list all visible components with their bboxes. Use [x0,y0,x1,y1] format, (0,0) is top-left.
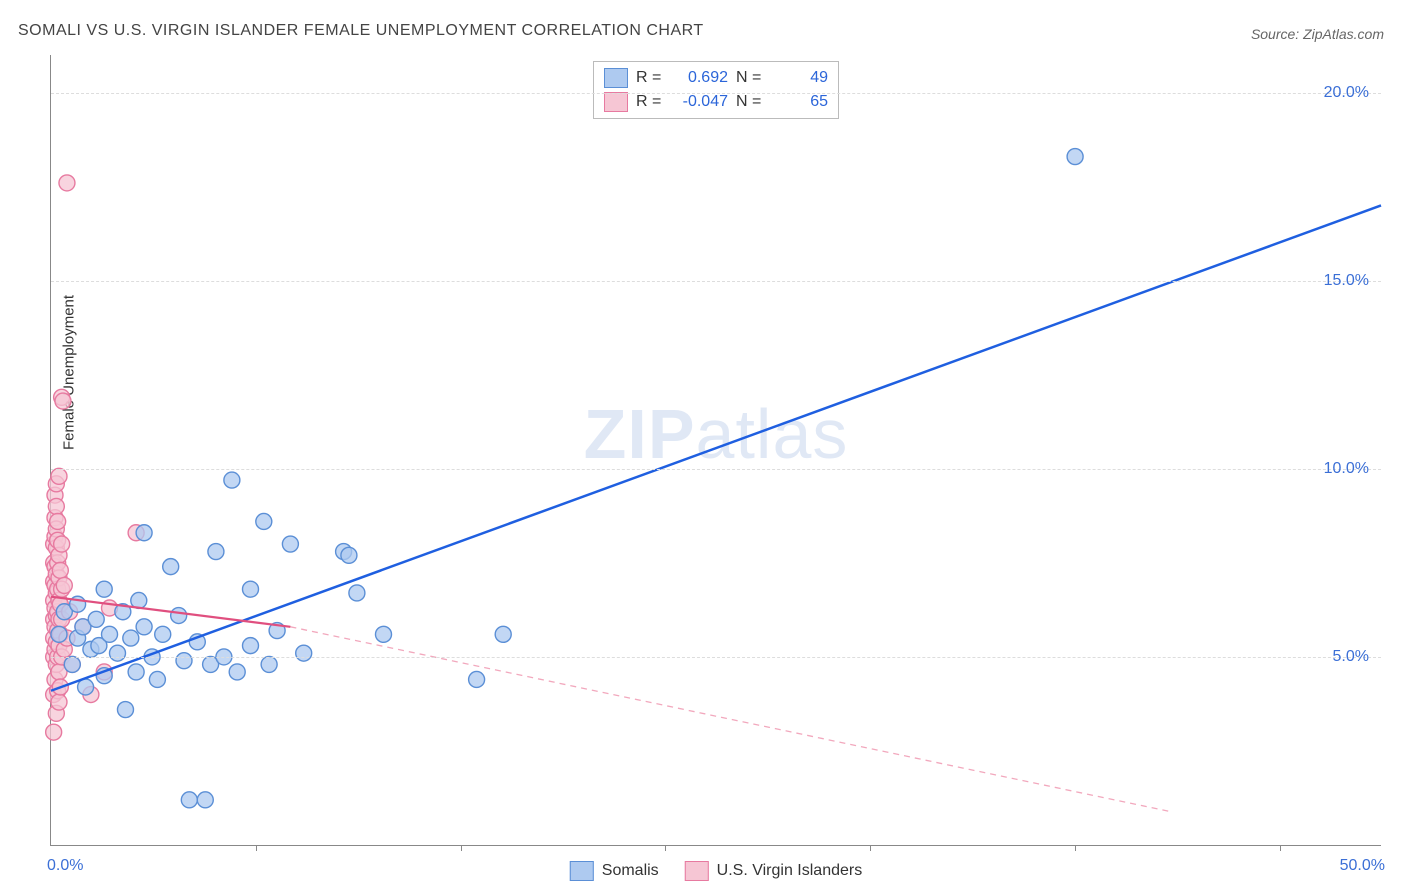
data-point [282,536,298,552]
data-point [51,694,67,710]
data-point [349,585,365,601]
data-point [376,626,392,642]
data-point [123,630,139,646]
data-point [51,468,67,484]
swatch-usvi-bottom [685,861,709,881]
data-point [136,619,152,635]
data-point [1067,149,1083,165]
data-point [261,656,277,672]
data-point [54,536,70,552]
source-attribution: Source: ZipAtlas.com [1251,26,1384,42]
data-point [56,577,72,593]
data-point [243,581,259,597]
data-point [59,175,75,191]
data-point [171,608,187,624]
ytick-label: 10.0% [1324,460,1369,478]
data-point [256,513,272,529]
data-point [181,792,197,808]
data-point [50,513,66,529]
ytick-label: 15.0% [1324,272,1369,290]
data-point [46,724,62,740]
data-point [96,581,112,597]
data-point [52,562,68,578]
data-point [64,656,80,672]
data-point [48,498,64,514]
series-legend: Somalis U.S. Virgin Islanders [570,861,862,881]
legend-item-somalis: Somalis [570,861,659,881]
data-point [149,671,165,687]
data-point [176,653,192,669]
chart-title: SOMALI VS U.S. VIRGIN ISLANDER FEMALE UN… [18,22,704,40]
data-point [102,626,118,642]
data-point [229,664,245,680]
legend-label-somalis: Somalis [602,862,659,880]
data-point [128,664,144,680]
data-point [51,626,67,642]
ytick-label: 5.0% [1333,648,1369,666]
data-point [117,702,133,718]
data-point [55,393,71,409]
data-point [163,559,179,575]
data-point [208,544,224,560]
legend-label-usvi: U.S. Virgin Islanders [717,862,863,880]
data-point [197,792,213,808]
legend-item-usvi: U.S. Virgin Islanders [685,861,863,881]
chart-area: Female Unemployment ZIPatlas R = 0.692 N… [50,55,1381,846]
data-point [341,547,357,563]
swatch-somalis-bottom [570,861,594,881]
data-point [296,645,312,661]
data-point [136,525,152,541]
data-point [224,472,240,488]
trend-line-extrapolated [290,627,1168,811]
xtick-label: 50.0% [1340,857,1385,875]
plot-svg [51,55,1381,845]
data-point [110,645,126,661]
data-point [243,638,259,654]
data-point [495,626,511,642]
data-point [469,671,485,687]
data-point [155,626,171,642]
trend-line [51,205,1381,690]
data-point [88,611,104,627]
xtick-label: 0.0% [47,857,83,875]
ytick-label: 20.0% [1324,84,1369,102]
